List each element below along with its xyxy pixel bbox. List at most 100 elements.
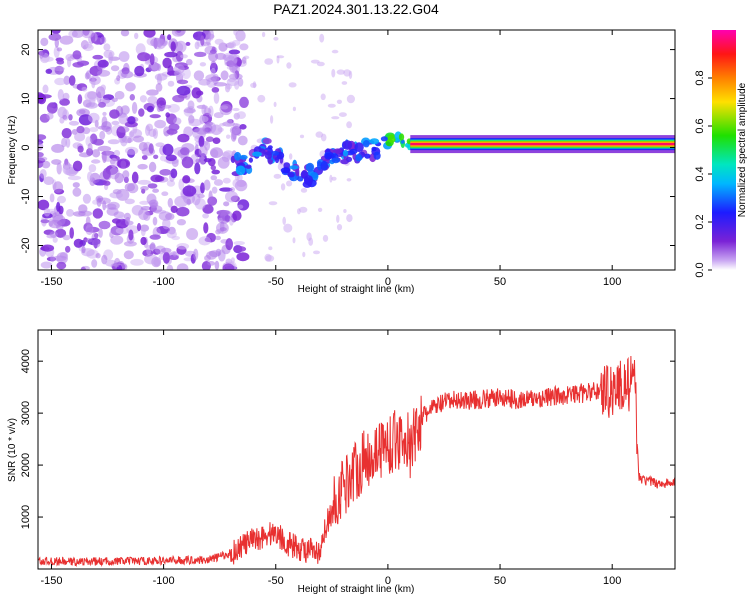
spectrogram-noise-blob [191, 87, 202, 99]
spectrogram-noise-blob [40, 37, 49, 47]
spectrogram-noise-blob [123, 212, 131, 221]
spectrogram-noise-blob [93, 138, 104, 146]
snr-panel: -150 -100 -50 0 50 100 1000 2000 3000 4000 Heigh… [7, 329, 676, 595]
snr-plot-area [38, 355, 675, 568]
spectrogram-noise-blob [215, 235, 222, 241]
spectrogram-noise-blob [229, 216, 234, 226]
x-tick-label: 50 [494, 276, 506, 288]
x-tick-label: 100 [603, 276, 621, 288]
spectrogram-noise-blob [73, 238, 84, 248]
spectrogram-trace-blob [234, 151, 242, 161]
spectrogram-noise-blob [97, 69, 111, 77]
spectrogram-strong-line-band [410, 142, 675, 146]
spectrogram-noise-blob [103, 49, 115, 59]
spectrogram-noise-blob [148, 161, 157, 173]
spectrogram-noise-blob [283, 223, 293, 233]
spectrogram-noise-blob [194, 51, 207, 58]
spectrogram-noise-blob [348, 70, 353, 80]
spectrogram-noise-blob [182, 175, 191, 184]
spectrogram-noise-blob [66, 209, 74, 217]
spectrogram-noise-blob [232, 107, 240, 112]
colorbar: 0.0 0.2 0.4 0.6 0.8 Normalized spectral ampl… [694, 30, 748, 278]
spectrogram-noise-blob [72, 160, 83, 172]
spectrogram-trace-blob [373, 151, 381, 160]
spectrogram-noise-blob [56, 261, 67, 270]
x-tick-label: 0 [385, 575, 391, 587]
x-tick-label: -150 [40, 575, 62, 587]
spectrogram-noise-blob [105, 259, 117, 267]
spectrogram-noise-blob [91, 77, 96, 89]
spectrogram-noise-blob [56, 59, 65, 65]
spectrogram-noise-blob [222, 177, 231, 184]
spectrogram-noise-blob [85, 102, 98, 109]
spectrogram-noise-blob [210, 175, 218, 181]
spectrogram-noise-blob [202, 204, 214, 214]
spectrogram-noise-blob [114, 172, 124, 184]
spectrogram-noise-blob [223, 201, 230, 207]
spectrogram-trace-blob [342, 140, 353, 150]
spectrogram-noise-blob [155, 142, 165, 147]
spectrogram-noise-blob [346, 121, 352, 129]
spectrogram-noise-blob [40, 56, 54, 62]
spectrogram-noise-blob [236, 111, 246, 119]
spectrogram-noise-blob [264, 253, 272, 262]
spectrogram-noise-blob [166, 180, 176, 187]
spectrogram-noise-blob [286, 180, 293, 187]
spectrogram-noise-blob [220, 70, 229, 81]
x-tick-label: 0 [385, 276, 391, 288]
spectrogram-noise-blob [127, 182, 139, 194]
spectrogram-noise-blob [140, 226, 146, 237]
spectrogram-noise-blob [336, 69, 345, 75]
spectrogram-noise-blob [42, 84, 49, 94]
spectrogram-noise-blob [176, 85, 191, 96]
spectrogram-noise-blob [205, 121, 213, 126]
spectrogram-noise-blob [121, 136, 134, 144]
x-tick-label: -50 [268, 276, 284, 288]
spectrogram-noise-blob [208, 190, 213, 203]
spectrogram-trace-blob [271, 150, 280, 156]
spectrogram-frame [37, 29, 676, 271]
spectrogram-noise-blob [198, 145, 208, 157]
spectrogram-trace-blob [380, 136, 388, 142]
spectrogram-noise-blob [71, 30, 84, 38]
spectrogram-noise-blob [174, 64, 185, 74]
spectrogram-noise-blob [149, 234, 161, 240]
spectrogram-noise-blob [176, 79, 189, 85]
spectrogram-noise-blob [92, 208, 104, 219]
spectrogram-trace-blob [287, 172, 295, 178]
spectrogram-noise-blob [38, 141, 44, 151]
spectrogram-noise-blob [152, 188, 160, 193]
spectrogram-noise-blob [111, 97, 118, 103]
spectrogram-noise-blob [234, 80, 240, 90]
spectrogram-noise-blob [282, 216, 287, 225]
spectrogram-noise-blob [239, 124, 247, 130]
spectrogram-noise-blob [139, 200, 150, 205]
spectrogram-noise-blob [343, 209, 347, 213]
spectrogram-noise-blob [319, 33, 325, 43]
spectrogram-noise-blob [77, 145, 84, 153]
spectrogram-noise-blob [78, 210, 92, 217]
spectrogram-noise-blob [280, 183, 286, 191]
spectrogram-noise-blob [161, 104, 172, 109]
spectrogram-noise-blob [54, 66, 65, 72]
spectrogram-noise-blob [140, 236, 147, 246]
spectrogram-noise-blob [165, 154, 177, 162]
spectrogram-noise-blob [65, 137, 71, 148]
spectrogram-noise-blob [98, 228, 103, 238]
spectrogram-noise-blob [124, 198, 135, 205]
spectrogram-noise-blob [222, 263, 235, 270]
spectrogram-noise-blob [40, 219, 50, 224]
chart-title: PAZ1.2024.301.13.22.G04 [273, 1, 439, 17]
spectrogram-noise-blob [322, 234, 329, 242]
spectrogram-noise-blob [297, 208, 301, 215]
spectrogram-noise-blob [130, 258, 144, 266]
spectrogram-noise-blob [300, 188, 308, 193]
spectrogram-noise-blob [346, 214, 353, 223]
y-tick-label: 4000 [20, 349, 32, 373]
spectrogram-noise-blob [336, 224, 343, 231]
spectrogram-noise-blob [88, 112, 100, 123]
spectrogram-noise-blob [146, 89, 159, 96]
spectrogram-noise-blob [85, 41, 93, 49]
spectrogram-noise-blob [264, 58, 274, 65]
spectrogram-noise-blob [137, 179, 151, 185]
